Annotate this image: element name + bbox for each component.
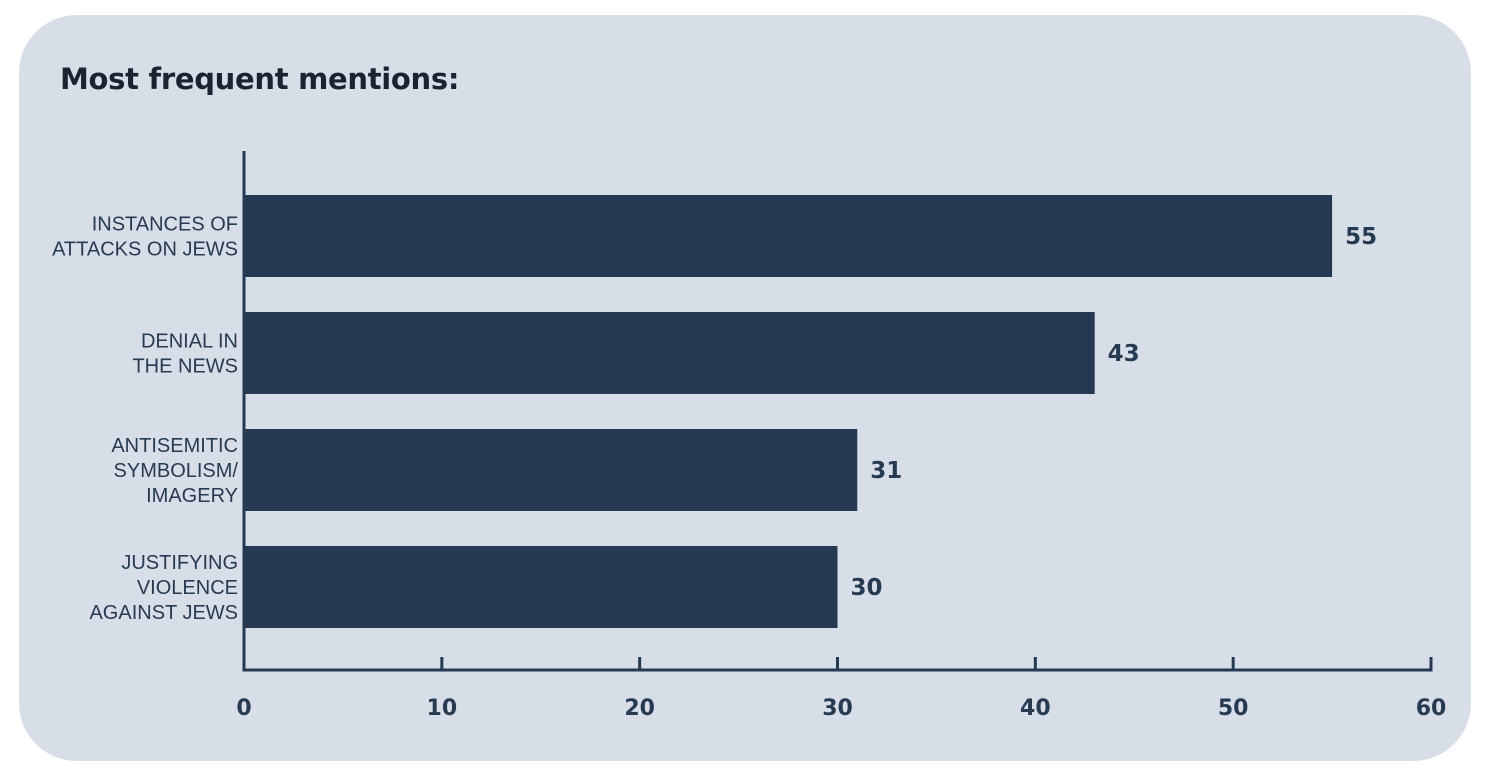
x-tick-label-50: 50 — [1218, 696, 1249, 721]
x-tick-label-20: 20 — [624, 696, 655, 721]
category-label-line: IMAGERY — [146, 485, 238, 507]
category-label-line: THE NEWS — [132, 356, 238, 378]
bar-2 — [244, 312, 1095, 394]
bar-3 — [244, 429, 858, 511]
category-label-line: ANTISEMITIC — [111, 435, 238, 457]
category-label-line: ATTACKS ON JEWS — [52, 239, 238, 261]
x-tick-label-40: 40 — [1020, 696, 1051, 721]
category-label-1: INSTANCES OF ATTACKS ON JEWS — [52, 214, 238, 261]
category-label-3: ANTISEMITIC SYMBOLISM/IMAGERY — [111, 435, 238, 507]
bar-1 — [244, 195, 1333, 277]
value-label-4: 30 — [851, 575, 883, 601]
category-label-2: DENIAL IN THE NEWS — [132, 331, 238, 378]
x-tick-label-0: 0 — [236, 696, 251, 721]
category-label-line: INSTANCES OF — [92, 214, 238, 236]
x-tick-label-60: 60 — [1416, 696, 1447, 721]
category-label-line: SYMBOLISM/ — [114, 460, 239, 482]
category-label-line: JUSTIFYING — [121, 552, 238, 574]
x-tick-label-30: 30 — [822, 696, 853, 721]
category-label-line: VIOLENCE — [137, 577, 238, 599]
value-label-1: 55 — [1345, 224, 1377, 250]
x-tick-label-10: 10 — [427, 696, 458, 721]
category-label-line: AGAINST JEWS — [89, 602, 238, 624]
chart-title: Most frequent mentions: — [60, 62, 460, 96]
bar-4 — [244, 546, 838, 628]
value-label-3: 31 — [870, 458, 902, 484]
category-label-line: DENIAL IN — [141, 331, 238, 353]
value-label-2: 43 — [1108, 341, 1140, 367]
category-label-4: JUSTIFYING VIOLENCE AGAINST JEWS — [89, 552, 238, 624]
